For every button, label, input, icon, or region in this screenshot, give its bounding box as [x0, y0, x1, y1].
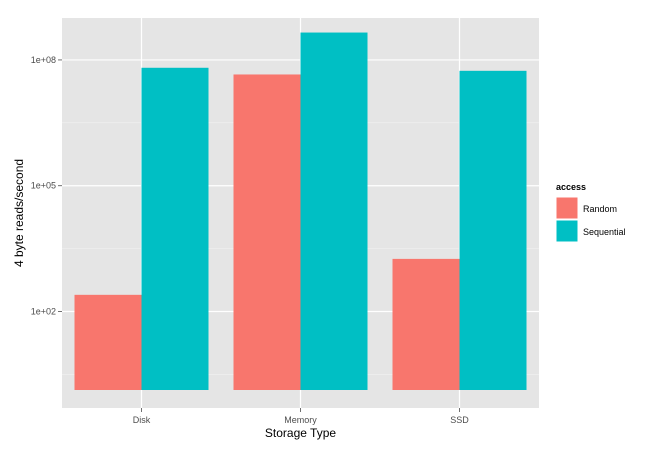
y-tick-label: 1e+02	[31, 307, 56, 317]
x-tick-label: SSD	[450, 415, 469, 425]
legend-key-random	[555, 196, 579, 220]
bar-random-memory	[233, 74, 301, 391]
legend-key-sequential	[555, 219, 579, 243]
x-axis: Disk Memory SSD	[133, 408, 469, 425]
y-axis-title: 4 byte reads/second	[12, 159, 26, 267]
x-tick-label: Disk	[133, 415, 151, 425]
bars	[74, 32, 527, 391]
legend-label-sequential: Sequential	[583, 227, 626, 237]
bar-random-ssd	[392, 258, 460, 390]
legend-label-random: Random	[583, 204, 617, 214]
y-tick-label: 1e+08	[31, 55, 56, 65]
x-axis-title: Storage Type	[265, 426, 336, 440]
x-tick-label: Memory	[284, 415, 317, 425]
y-tick-label: 1e+05	[31, 181, 56, 191]
bar-sequential-disk	[141, 67, 209, 390]
legend-title: access	[556, 182, 586, 192]
bar-random-disk	[74, 294, 142, 390]
legend: access Random Sequential	[555, 182, 626, 243]
bar-sequential-ssd	[459, 70, 527, 390]
bar-sequential-memory	[300, 32, 368, 391]
y-axis: 1e+02 1e+05 1e+08	[31, 55, 62, 317]
